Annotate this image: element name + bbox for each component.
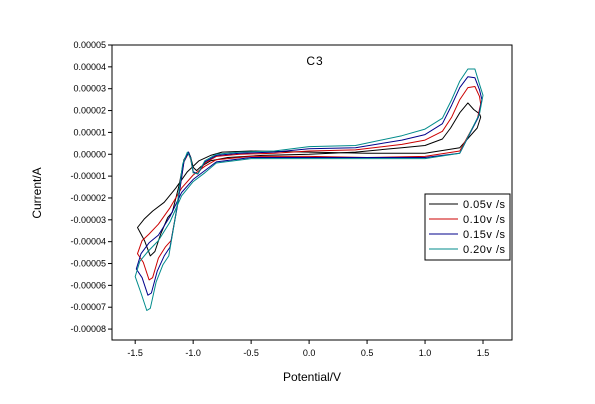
x-tick-label: 1.5 <box>477 348 490 358</box>
x-tick-label: -1.0 <box>185 348 201 358</box>
x-tick-label: 0.5 <box>361 348 374 358</box>
y-tick-label: -0.00004 <box>70 237 106 247</box>
y-tick-label: -0.00006 <box>70 280 106 290</box>
y-tick-label: 0.00000 <box>73 149 106 159</box>
plot-frame <box>111 44 513 341</box>
legend-label: 0.15v /s <box>463 229 506 241</box>
legend: 0.05v /s 0.10v /s 0.15v /s 0.20v /s <box>424 193 511 261</box>
y-tick-label: -0.00008 <box>70 324 106 334</box>
legend-label: 0.10v /s <box>463 214 506 226</box>
series-line-3 <box>135 76 483 296</box>
y-tick-label: -0.00007 <box>70 302 106 312</box>
y-axis: 0.00005 0.00004 0.00003 0.00002 0.00001 0.000… <box>70 40 112 334</box>
y-axis-title: Current/A <box>30 167 44 218</box>
x-tick-label: -0.5 <box>243 348 259 358</box>
y-tick-label: -0.00001 <box>70 171 106 181</box>
legend-label: 0.20v /s <box>463 244 506 256</box>
x-axis: -1.5 -1.0 -0.5 0.0 0.5 1.0 1.5 <box>127 340 489 358</box>
series-line-4 <box>134 68 484 311</box>
y-tick-label: -0.00003 <box>70 215 106 225</box>
series-line-1 <box>137 102 482 257</box>
y-tick-label: 0.00001 <box>73 127 106 137</box>
series-layer <box>134 68 484 311</box>
y-tick-label: 0.00005 <box>73 40 106 50</box>
chart-title: C3 <box>306 54 323 68</box>
x-axis-title: Potential/V <box>283 370 341 384</box>
y-tick-label: -0.00005 <box>70 259 106 269</box>
y-tick-label: -0.00002 <box>70 193 106 203</box>
y-tick-label: 0.00002 <box>73 106 106 116</box>
x-tick-label: -1.5 <box>127 348 143 358</box>
legend-label: 0.05v /s <box>463 199 506 211</box>
y-tick-label: 0.00004 <box>73 62 106 72</box>
y-tick-label: 0.00003 <box>73 84 106 94</box>
x-tick-label: 0.0 <box>303 348 316 358</box>
x-tick-label: 1.0 <box>419 348 432 358</box>
